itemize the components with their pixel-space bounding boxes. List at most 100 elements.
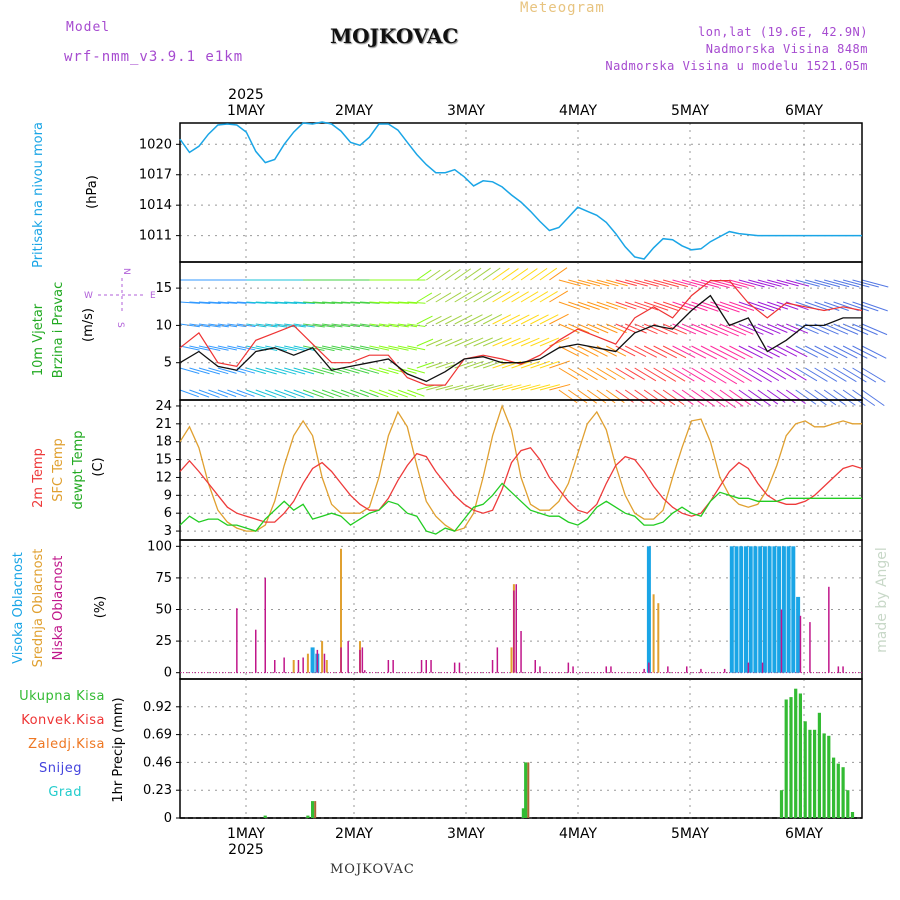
wind-arrow [284, 345, 306, 352]
wind-arrow [587, 389, 607, 404]
wind-arrow [435, 338, 453, 347]
wind-arrow [492, 384, 513, 391]
wind-arrow [454, 361, 474, 369]
total-precip-bar [832, 757, 836, 818]
low-cloud-bar [534, 660, 536, 673]
temp-tick-label: 18 [155, 435, 172, 450]
wind-arrow [558, 301, 581, 310]
wind-arrow [738, 389, 761, 406]
wind-arrow [246, 301, 267, 304]
wind-arrow [795, 389, 817, 405]
total-precip-bar [524, 762, 528, 818]
wind-arrow [757, 279, 782, 287]
wind-arrow [416, 269, 432, 281]
high-cloud-bar [734, 546, 739, 673]
cloud-tick-label: 50 [155, 603, 172, 618]
precip-legend-2: Konvek.Kisa [21, 713, 105, 728]
compass-east: E [150, 291, 156, 301]
wind-arrow [672, 389, 694, 405]
wind-arrow [445, 338, 463, 347]
total-precip-bar [841, 767, 845, 818]
wind-arrow [388, 389, 408, 398]
low-cloud-bar [842, 666, 844, 673]
wind-arrow [596, 367, 617, 380]
wind-arrow [539, 267, 558, 281]
wind-arrow [454, 314, 473, 325]
wind-tick-label: 15 [155, 281, 172, 296]
wind-arrow [265, 323, 288, 328]
wind-tick-label: 10 [155, 318, 172, 333]
wind-arrow [700, 279, 730, 289]
wind-arrow [397, 389, 417, 398]
wind-arrow [454, 337, 473, 347]
wind-arrow [198, 345, 221, 352]
high-cloud-bar [767, 546, 772, 673]
low-cloud-bar [515, 584, 517, 673]
wind-arrow [274, 389, 296, 399]
wind-arrow [350, 389, 369, 398]
wind-arrow [246, 323, 267, 328]
total-precip-bar [827, 735, 831, 818]
wind-arrow [719, 279, 748, 288]
wind-arrow [823, 301, 849, 311]
temp-tick-label: 21 [155, 417, 172, 432]
wind-arrow [757, 345, 780, 358]
low-cloud-bar [283, 657, 285, 673]
panel-frame [179, 678, 863, 819]
wind-arrow [842, 279, 870, 288]
wind-arrow [407, 301, 426, 304]
wind-arrow [833, 345, 858, 359]
wind-arrow [359, 301, 380, 304]
wind-arrow [454, 268, 472, 281]
top-day-label: 1MAY [227, 103, 265, 119]
wind-arrow [208, 389, 228, 398]
wind-arrow [217, 367, 237, 374]
precip-tick-label: 0.23 [143, 783, 172, 798]
wind-arrow [587, 279, 610, 287]
wind-arrow [577, 279, 601, 287]
wind-arrow [520, 314, 540, 325]
wind-axis-subtitle: Brzina i Pravac [51, 282, 66, 379]
wind-arrow [189, 367, 210, 375]
wind-arrow [767, 323, 788, 333]
mid-cloud-bar [652, 594, 655, 673]
wind-arrow [568, 323, 590, 334]
wind-arrow [577, 345, 599, 357]
wind-arrow [823, 345, 848, 359]
wind-arrow [842, 323, 869, 336]
precip-legend-5: Grad [48, 785, 82, 800]
wind-arrow [861, 279, 889, 288]
wind-arrow [681, 301, 708, 312]
wind-arrow [643, 345, 667, 358]
wind-arrow [388, 301, 409, 304]
model-name: wrf-nmm_v3.9.1 e1km [64, 49, 244, 65]
wind-arrow [435, 384, 454, 391]
pressure-tick-label: 1014 [139, 198, 172, 213]
wind-arrow [530, 360, 550, 369]
wind-arrow [312, 301, 335, 305]
wind-arrow [322, 323, 343, 328]
wind-arrow [189, 301, 211, 304]
total-precip-bar [817, 712, 821, 818]
wind-arrow [179, 367, 200, 374]
total-precip-bar [263, 815, 267, 818]
precip-tick-label: 0.69 [143, 728, 172, 743]
wind-arrow [814, 279, 840, 288]
wind-arrow [492, 314, 512, 325]
wind-arrow [435, 315, 452, 325]
wind-arrow [662, 323, 687, 335]
low-cloud-bar [347, 641, 349, 673]
low-cloud-bar [364, 670, 366, 673]
wind-arrow [397, 301, 418, 304]
wind-arrow [549, 313, 569, 325]
wind-arrow [833, 389, 856, 406]
wind-arrow [492, 267, 510, 281]
wind-arrow [426, 315, 442, 325]
wind-arrow [823, 279, 850, 288]
wind-arrow [530, 314, 549, 325]
wind-arrow [302, 389, 324, 398]
wind-arrow [719, 367, 745, 384]
wind-arrow [445, 361, 463, 369]
high-cloud-bar [753, 546, 758, 673]
wind-arrow [852, 301, 879, 312]
